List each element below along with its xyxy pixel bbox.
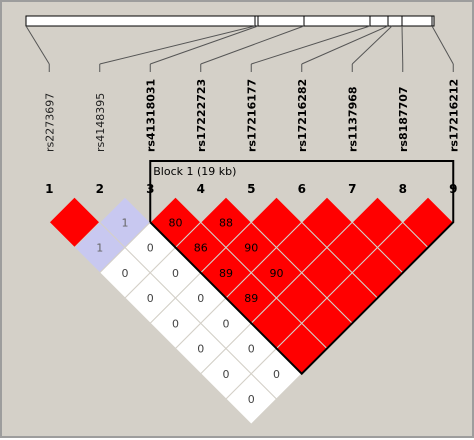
ld-cell-value: 0 — [172, 267, 179, 280]
marker-index-label: 5 — [247, 182, 255, 196]
physical-map-bar — [25, 15, 435, 27]
block-label: Block 1 (19 kb) — [153, 165, 236, 178]
ld-cell-value: 88 — [219, 216, 233, 229]
marker-name-label: rs41318031 — [144, 79, 157, 152]
marker-connector — [25, 25, 50, 65]
marker-connector — [200, 25, 305, 65]
ld-cell-value: 1 — [122, 216, 129, 229]
marker-name-label: rs17216212 — [447, 79, 460, 152]
ld-cell-value: 0 — [223, 317, 230, 330]
ld-cell-value: 0 — [248, 343, 255, 356]
marker-connector — [431, 25, 454, 65]
ld-cell-value: 90 — [270, 267, 284, 280]
marker-connector — [401, 25, 404, 65]
ld-cell-value: 0 — [147, 242, 154, 255]
marker-name-label: rs17222723 — [195, 79, 208, 152]
ld-cell-value: 0 — [147, 292, 154, 305]
marker-index-label: 7 — [348, 182, 356, 196]
marker-connector — [99, 25, 256, 65]
ld-cell-value: 0 — [122, 267, 129, 280]
marker-index-label: 8 — [399, 182, 407, 196]
marker-name-label: rs2273697 — [43, 93, 56, 152]
ld-cell-value: 90 — [244, 242, 258, 255]
ld-cell-value: 0 — [248, 393, 255, 406]
ld-cell-value: 89 — [219, 267, 233, 280]
marker-connector — [351, 25, 393, 65]
haplotype-block-outline — [149, 160, 455, 376]
ld-cell-value: 80 — [169, 216, 183, 229]
marker-connector — [251, 25, 371, 65]
ld-matrix: 1 0 0 0 0 0 0 1 0 0 0 0 0 0 80 86 89 89 88 90 90 — [48, 196, 454, 425]
marker-connector — [150, 25, 259, 65]
marker-name-label: rs1137968 — [346, 86, 359, 152]
marker-name-label: rs8187707 — [397, 86, 410, 152]
ld-cell-value: 0 — [223, 368, 230, 381]
ld-cell-value: 86 — [194, 242, 208, 255]
ld-cell-value: 0 — [197, 292, 204, 305]
marker-name-label: rs17216282 — [296, 79, 309, 152]
marker-name-label: rs4148395 — [94, 93, 107, 152]
ld-cell-value: 0 — [172, 317, 179, 330]
physical-map-track — [25, 15, 435, 27]
marker-name-label: rs17216177 — [245, 79, 258, 152]
marker-connector — [301, 25, 389, 65]
marker-index-label: 1 — [45, 182, 53, 196]
ld-cell-value: 0 — [273, 368, 280, 381]
marker-index-label: 2 — [96, 182, 104, 196]
ld-cell-value: 89 — [244, 292, 258, 305]
marker-labels: rs2273697 rs4148395 rs41318031 rs17222723 rs… — [43, 79, 460, 152]
ld-cell-value: 1 — [96, 242, 103, 255]
block-outline — [149, 160, 455, 376]
marker-index-label: 4 — [197, 182, 205, 196]
marker-connectors — [25, 25, 454, 72]
marker-index-label: 6 — [298, 182, 306, 196]
ld-cell-value: 0 — [197, 343, 204, 356]
